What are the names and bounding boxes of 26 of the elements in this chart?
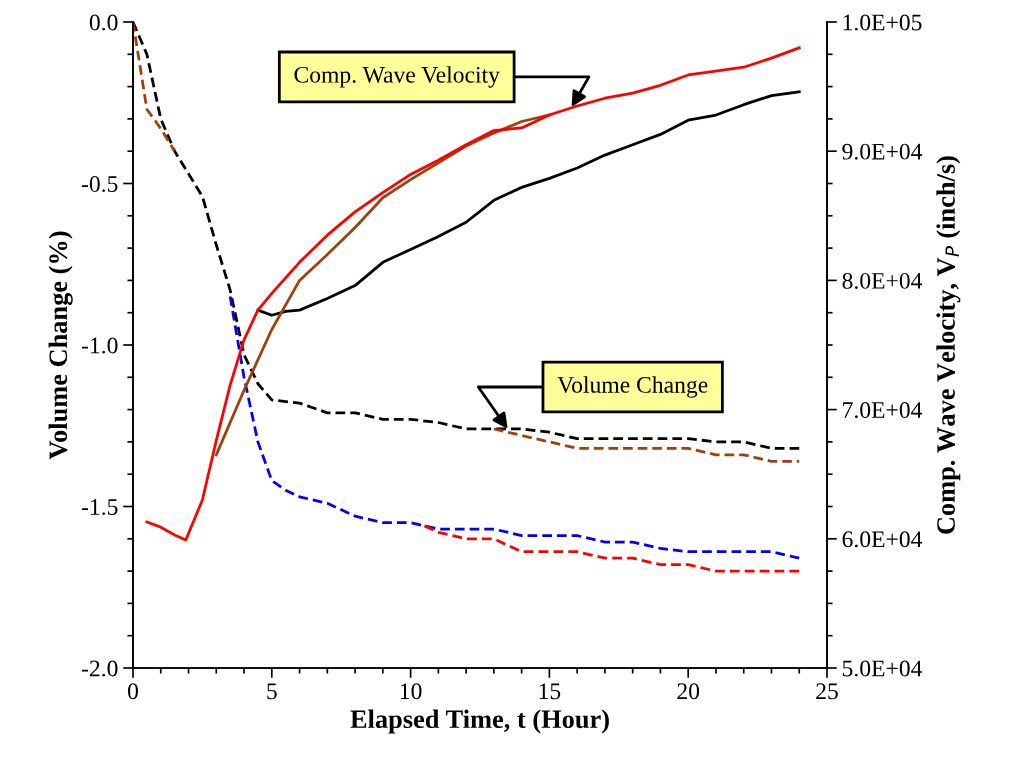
annotation: Comp. Wave Velocity [294,66,500,88]
y2-tick-label: 7.0E+04 [843,402,923,419]
x-tick-label: 25 [816,683,838,700]
line-series [256,90,801,317]
line-series [423,524,801,573]
y-tick-label: -1.0 [81,337,118,354]
y2-tick-label: 8.0E+04 [842,272,923,289]
line-series [228,295,801,560]
y-tick-label: -1.5 [81,499,118,516]
y-tick-label: 0.0 [89,14,118,31]
y2-tick-label: 9.0E+04 [842,143,923,160]
y2-axis-title: Comp. Wave Velocity, V$_{P}$ (inch/s) [936,156,961,534]
y2-tick-label: 6.0E+04 [842,531,923,548]
y2-tick-label: 1.0E+05 [843,14,922,31]
y-tick-label: -2.0 [81,660,118,677]
x-tick-label: 10 [400,683,422,700]
y2-tick-label: 5.0E+04 [842,660,923,677]
x-tick-label: 0 [128,683,138,700]
x-tick-label: 15 [539,683,561,700]
x-axis-title: Elapsed Time, t (Hour) [350,709,609,734]
x-tick-label: 5 [267,683,277,700]
x-tick-label: 20 [677,683,700,700]
y-tick-label: -0.5 [81,175,118,193]
line-series [145,46,801,542]
annotation: Volume Change [557,376,708,398]
y-axis-title: Volume Change (%) [48,231,73,460]
